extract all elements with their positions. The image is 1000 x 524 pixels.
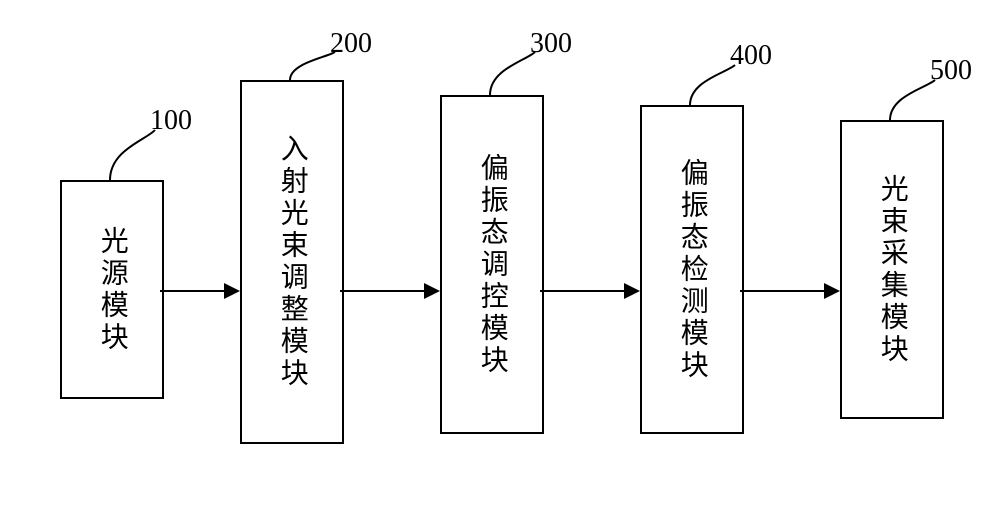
arrow-head-0 <box>224 283 240 299</box>
block-label-b100: 光源模块 <box>95 226 129 354</box>
arrow-line-3 <box>740 290 826 292</box>
block-b100: 光源模块 <box>60 180 164 399</box>
block-label-b500: 光束采集模块 <box>875 174 909 366</box>
block-label-b400: 偏振态检测模块 <box>675 158 709 382</box>
arrow-line-0 <box>160 290 226 292</box>
arrow-head-3 <box>824 283 840 299</box>
block-b300: 偏振态调控模块 <box>440 95 544 434</box>
arrow-head-1 <box>424 283 440 299</box>
block-b400: 偏振态检测模块 <box>640 105 744 434</box>
arrow-line-1 <box>340 290 426 292</box>
arrow-head-2 <box>624 283 640 299</box>
block-b500: 光束采集模块 <box>840 120 944 419</box>
block-label-b300: 偏振态调控模块 <box>475 153 509 377</box>
block-b200: 入射光束调整模块 <box>240 80 344 444</box>
leader-b200 <box>288 50 337 82</box>
leader-b500 <box>888 78 937 122</box>
leader-b300 <box>488 50 537 97</box>
leader-b400 <box>688 63 737 107</box>
diagram-canvas: 光源模块100入射光束调整模块200偏振态调控模块300偏振态检测模块400光束… <box>0 0 1000 524</box>
arrow-line-2 <box>540 290 626 292</box>
leader-b100 <box>108 128 157 182</box>
block-label-b200: 入射光束调整模块 <box>275 134 309 390</box>
